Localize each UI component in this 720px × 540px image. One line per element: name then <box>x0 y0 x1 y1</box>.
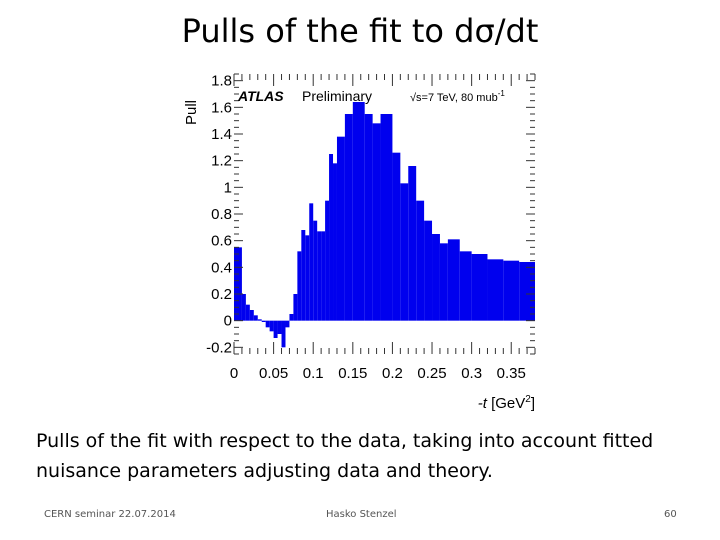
x-tick-label: 0.05 <box>259 365 288 382</box>
histogram-bin-34 <box>416 200 425 321</box>
y-tick-label: 0.4 <box>211 259 232 276</box>
histogram-bin-7 <box>265 320 270 328</box>
histogram-bin-23 <box>329 154 334 321</box>
histogram-bin-11 <box>281 320 286 348</box>
histogram-bin-0 <box>234 247 242 321</box>
histogram-bin-22 <box>325 200 330 321</box>
preliminary-label: Preliminary <box>302 88 372 104</box>
x-tick-label: 0.15 <box>338 365 367 382</box>
x-tick-label: 0.1 <box>303 365 324 382</box>
y-tick-label: 1.8 <box>211 73 232 90</box>
y-tick-label: 1.4 <box>211 126 232 143</box>
histogram-bin-27 <box>352 102 365 321</box>
histogram-bin-28 <box>364 114 373 321</box>
x-tick-label: 0.2 <box>382 365 403 382</box>
histogram-bars <box>234 102 535 348</box>
histogram-bin-38 <box>447 239 460 321</box>
x-tick-label: 0.35 <box>497 365 526 382</box>
pull-histogram-chart: -0.200.20.40.60.811.21.41.61.8 0 0.05 0.1 0… <box>183 73 536 412</box>
x-tick-label: 0 <box>230 365 238 382</box>
x-tick-labels: 0 0.05 0.1 0.15 0.2 0.25 0.3 0.35 <box>230 365 526 382</box>
histogram-bin-31 <box>392 152 401 321</box>
histogram-bin-26 <box>344 114 353 321</box>
y-tick-label: 0 <box>224 313 232 330</box>
page-number: 60 <box>664 509 677 520</box>
histogram-bin-37 <box>439 243 448 321</box>
y-tick-labels: -0.2 0 0.2 0.4 0.6 0.8 1 1.2 1.4 1.6 1.8 <box>206 73 232 357</box>
y-tick-label: 1.2 <box>211 153 232 170</box>
histogram-bin-17 <box>305 235 310 321</box>
histogram-bin-2 <box>245 304 250 321</box>
histogram-bin-42 <box>503 260 520 321</box>
footer-event: CERN seminar 22.07.2014 <box>44 509 176 520</box>
histogram-bin-10 <box>277 320 282 334</box>
histogram-bin-14 <box>293 294 298 321</box>
histogram-bin-21 <box>321 231 326 321</box>
slide-caption: Pulls of the fit with respect to the dat… <box>36 430 654 482</box>
histogram-bin-39 <box>459 251 472 321</box>
y-tick-label: 0.2 <box>211 286 232 303</box>
histogram-bin-4 <box>253 315 258 321</box>
histogram-bin-12 <box>285 320 290 328</box>
x-axis-title: -t [GeV2] <box>478 394 535 412</box>
histogram-bin-19 <box>313 220 318 321</box>
x-tick-label: 0.3 <box>461 365 482 382</box>
histogram-bin-15 <box>297 251 302 321</box>
histogram-bin-3 <box>249 310 254 321</box>
histogram-bin-24 <box>333 163 337 321</box>
histogram-bin-33 <box>408 166 417 321</box>
histogram-bin-16 <box>301 230 306 321</box>
histogram-bin-36 <box>432 234 440 321</box>
y-tick-label: 1 <box>224 179 232 196</box>
y-tick-label: 1.6 <box>211 99 232 116</box>
histogram-bin-29 <box>372 123 381 321</box>
atlas-label: ATLAS <box>237 88 284 104</box>
histogram-bin-6 <box>261 320 266 322</box>
histogram-bin-40 <box>471 254 488 321</box>
histogram-bin-30 <box>380 114 393 321</box>
histogram-bin-41 <box>487 259 504 321</box>
histogram-bin-18 <box>309 203 314 321</box>
histogram-bin-43 <box>519 262 535 321</box>
histogram-bin-5 <box>257 319 262 321</box>
histogram-bin-1 <box>241 294 246 321</box>
histogram-bin-35 <box>424 220 433 321</box>
footer-author: Hasko Stenzel <box>326 509 397 520</box>
x-tick-label: 0.25 <box>417 365 446 382</box>
slide-title: Pulls of the fit to dσ/dt <box>181 12 539 50</box>
energy-lumi-label: √s=7 TeV, 80 mub-1 <box>410 89 505 104</box>
histogram-bin-25 <box>336 136 345 321</box>
y-tick-label: 0.8 <box>211 206 232 223</box>
histogram-bin-32 <box>400 183 409 321</box>
histogram-bin-20 <box>317 231 322 321</box>
histogram-bin-13 <box>289 314 294 321</box>
y-tick-label: 0.6 <box>211 233 232 250</box>
plot-frame-ticks <box>233 73 536 355</box>
y-tick-label: -0.2 <box>206 339 232 356</box>
y-axis-title: Pull <box>183 100 200 125</box>
histogram-bin-8 <box>269 320 274 332</box>
histogram-bin-9 <box>273 320 278 338</box>
